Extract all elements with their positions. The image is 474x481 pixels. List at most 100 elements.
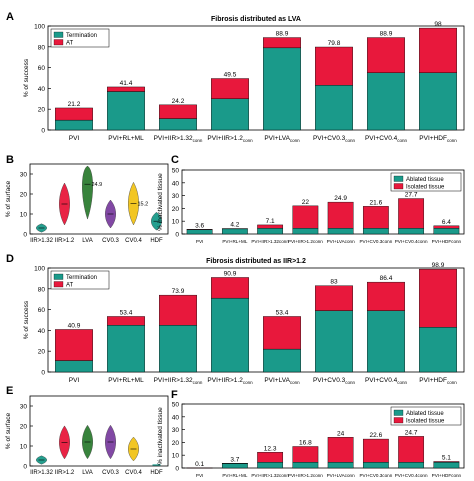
- C-ytick-label: 30: [172, 193, 180, 200]
- D-xtick-label: PVI+HDFconn: [419, 377, 457, 385]
- C-xtick-label: PVI: [196, 239, 203, 244]
- D-data-label: 40.9: [68, 322, 81, 329]
- D-bar-termination: [107, 325, 145, 373]
- C-xtick-label: PVI+RL+ML: [222, 239, 247, 244]
- D-ytick-label: 80: [38, 286, 46, 293]
- D-bar-at: [367, 281, 405, 311]
- E-ytick-label: 10: [20, 444, 28, 451]
- panel-B-letter: B: [6, 154, 14, 166]
- C-bar-ablated-tissue: [292, 228, 319, 235]
- F-ytick-label: 30: [172, 427, 180, 434]
- A-ytick-label: 80: [38, 44, 46, 51]
- C-bar-isolated-tissue: [398, 198, 425, 229]
- B-xtick-label: IIR>1.32: [30, 238, 54, 244]
- A-xtick-label: PVI+IIR>1.32conn: [154, 135, 203, 143]
- F-data-label: 24.7: [405, 429, 418, 436]
- F-bar-isolated-tissue: [292, 446, 319, 463]
- C-xtick-label: PVI+CV0.3conn: [359, 239, 392, 244]
- panel-C-letter: C: [171, 154, 179, 166]
- F-bar-isolated-tissue: [433, 461, 460, 463]
- A-legend-box: [50, 28, 110, 48]
- C-legend-box: [390, 172, 462, 192]
- E-xtick-label: HDF: [150, 470, 163, 476]
- D-data-label: 98.9: [432, 262, 445, 269]
- A-ytick-label: 60: [38, 65, 46, 72]
- F-legend-label: Ablated tissue: [406, 411, 444, 417]
- F-xtick-label: PVI: [196, 473, 203, 478]
- A-xtick-label: PVI+CV0.4conn: [365, 135, 408, 143]
- D-ylabel: % of success: [23, 300, 30, 339]
- D-ytick-label: 60: [38, 307, 46, 314]
- D-bar-at: [211, 277, 249, 299]
- F-xtick-label: PVI+IIR>1.2conn: [288, 473, 323, 478]
- D-legend-label: AT: [66, 283, 74, 289]
- C-data-label: 4.2: [230, 222, 239, 229]
- F-ytick-label: 10: [172, 453, 180, 460]
- F-bar-ablated-tissue: [221, 463, 248, 469]
- A-bar-termination: [367, 72, 405, 131]
- B-ytick-label: 20: [20, 192, 28, 199]
- A-xtick-label: PVI+RL+ML: [108, 135, 144, 142]
- D-legend-swatch: [53, 273, 64, 280]
- F-bar-ablated-tissue: [257, 462, 284, 469]
- D-bar-termination: [211, 297, 249, 373]
- F-bar-isolated-tissue: [362, 438, 389, 463]
- D-data-label: 53.4: [276, 309, 289, 316]
- D-legend-swatch: [53, 281, 64, 288]
- B-xtick-label: CV0.4: [125, 238, 142, 244]
- A-data-label: 24.2: [172, 98, 185, 105]
- F-xtick-label: PVI+IIR>1.32conn: [251, 473, 289, 478]
- C-ytick-label: 10: [172, 219, 180, 226]
- D-xtick-label: PVI: [69, 377, 80, 384]
- A-ytick-label: 0: [41, 128, 45, 135]
- B-median-label: 15.2: [138, 202, 149, 208]
- F-legend-box: [390, 406, 462, 426]
- C-xtick-label: PVI+IIR>1.2conn: [288, 239, 323, 244]
- C-bar-isolated-tissue: [327, 201, 354, 229]
- A-bar-termination: [315, 85, 353, 131]
- C-xtick-label: PVI+CV0.4conn: [395, 239, 428, 244]
- F-bar-ablated-tissue: [327, 462, 354, 469]
- A-xtick-label: PVI+CV0.3conn: [313, 135, 356, 143]
- A-data-label: 21.2: [68, 101, 81, 108]
- D-xtick-label: PVI+LVAconn: [264, 377, 300, 385]
- D-data-label: 90.9: [224, 270, 237, 277]
- A-bar-at: [107, 86, 145, 92]
- C-bar-ablated-tissue: [186, 229, 213, 235]
- A-xtick-label: PVI+HDFconn: [419, 135, 457, 143]
- E-ylabel: % of surface: [5, 413, 12, 450]
- F-xtick-label: PVI+CV0.3conn: [359, 473, 392, 478]
- A-bar-termination: [419, 72, 457, 131]
- C-bar-isolated-tissue: [292, 205, 319, 229]
- B-median-label: 24.9: [92, 182, 103, 188]
- F-legend-swatch: [393, 409, 404, 416]
- D-ytick-label: 100: [34, 266, 45, 273]
- panel-F-letter: F: [171, 389, 178, 401]
- A-xtick-label: PVI+LVAconn: [264, 135, 300, 143]
- A-data-label: 98: [434, 21, 442, 28]
- B-xtick-label: LVA: [82, 238, 92, 244]
- E-axes-box: [29, 395, 169, 467]
- A-bar-at: [419, 27, 457, 74]
- A-ytick-label: 100: [34, 24, 45, 31]
- F-data-label: 5.1: [442, 454, 451, 461]
- F-ytick-label: 0: [175, 466, 179, 473]
- B-xtick-label: CV0.3: [102, 238, 119, 244]
- C-legend-label: Isolated tissue: [406, 185, 445, 191]
- C-bar-ablated-tissue: [327, 228, 354, 235]
- E-ytick-label: 0: [23, 464, 27, 471]
- D-bar-at: [419, 268, 457, 328]
- E-xtick-label: IIR>1.32: [30, 470, 54, 476]
- D-bar-termination: [55, 360, 93, 373]
- D-title: Fibrosis distributed as IIR>1.2: [206, 258, 306, 265]
- F-ylabel: % inactivated tissue: [157, 407, 164, 465]
- A-ytick-label: 20: [38, 107, 46, 114]
- B-ytick-label: 10: [20, 212, 28, 219]
- D-bar-termination: [419, 327, 457, 373]
- A-legend-label: AT: [66, 41, 74, 47]
- panel-E-letter: E: [6, 385, 13, 397]
- D-data-label: 83: [330, 279, 338, 286]
- A-legend-label: Termination: [66, 33, 97, 39]
- F-bar-ablated-tissue: [433, 462, 460, 469]
- F-data-label: 0.1: [195, 461, 204, 468]
